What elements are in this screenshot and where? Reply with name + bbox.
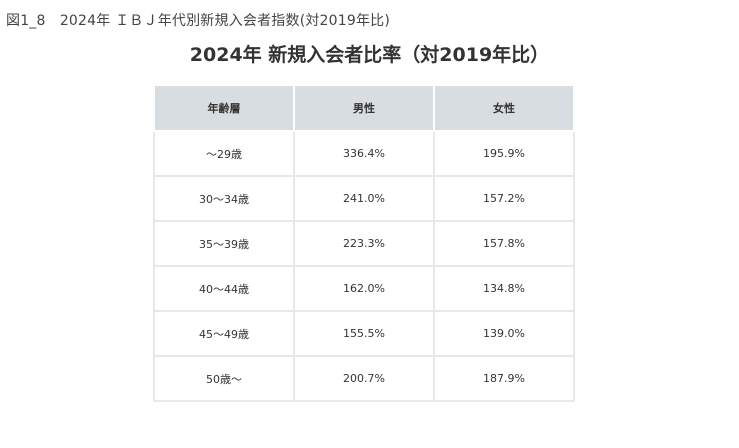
header-female: 女性 [433,84,575,132]
cell-male: 155.5% [293,310,435,357]
cell-female: 195.9% [433,130,575,177]
table-header-row: 年齢層 男性 女性 [153,84,575,132]
table-row: 35～39歳 223.3% 157.8% [153,220,575,267]
cell-male: 162.0% [293,265,435,312]
cell-male: 223.3% [293,220,435,267]
cell-age-group: 30～34歳 [153,175,295,222]
cell-female: 157.2% [433,175,575,222]
header-male: 男性 [293,84,435,132]
table-title: 2024年 新規入会者比率（対2019年比） [189,44,550,66]
table-row: 30～34歳 241.0% 157.2% [153,175,575,222]
cell-female: 134.8% [433,265,575,312]
ratio-table: 年齢層 男性 女性 ～29歳 336.4% 195.9% 30～34歳 241.… [153,84,575,402]
table-row: 50歳～ 200.7% 187.9% [153,355,575,402]
table-row: 45～49歳 155.5% 139.0% [153,310,575,357]
header-age-group: 年齢層 [153,84,295,132]
table-row: 40～44歳 162.0% 134.8% [153,265,575,312]
table-row: ～29歳 336.4% 195.9% [153,130,575,177]
cell-male: 241.0% [293,175,435,222]
cell-age-group: ～29歳 [153,130,295,177]
cell-male: 200.7% [293,355,435,402]
cell-female: 187.9% [433,355,575,402]
cell-age-group: 45～49歳 [153,310,295,357]
cell-age-group: 35～39歳 [153,220,295,267]
cell-age-group: 50歳～ [153,355,295,402]
cell-female: 139.0% [433,310,575,357]
cell-male: 336.4% [293,130,435,177]
cell-age-group: 40～44歳 [153,265,295,312]
figure-label: 図1_8 2024年 ＩＢＪ年代別新規入会者指数(対2019年比) [6,13,391,29]
cell-female: 157.8% [433,220,575,267]
